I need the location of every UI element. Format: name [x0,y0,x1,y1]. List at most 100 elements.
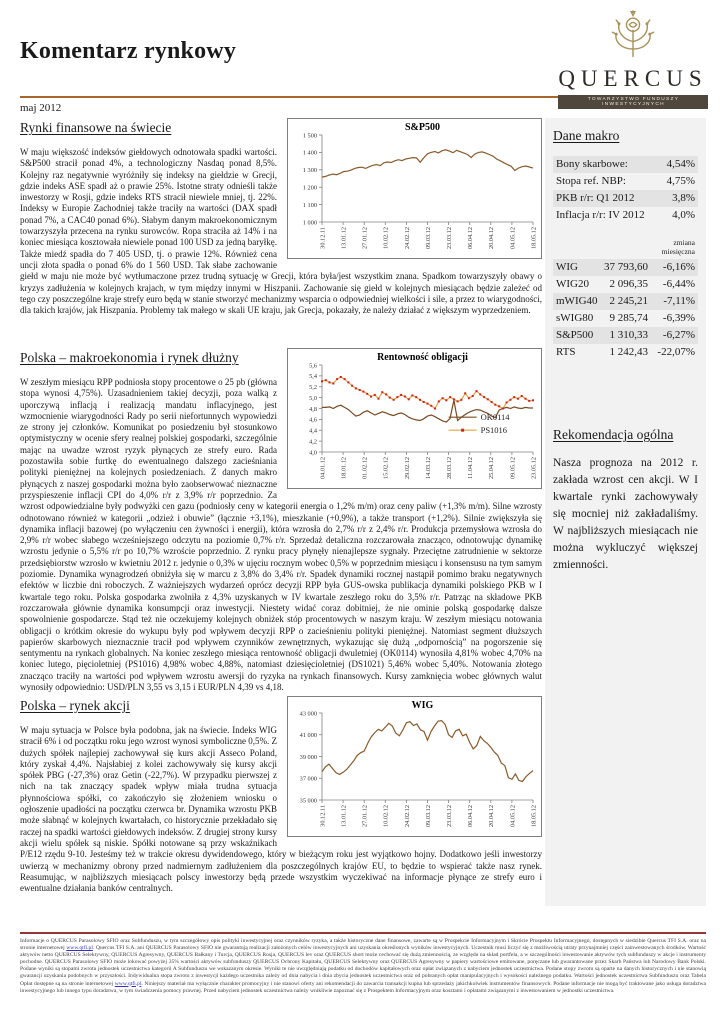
svg-text:23.03.12: 23.03.12 [446,805,453,827]
svg-text:5,2: 5,2 [309,384,317,391]
svg-text:35 000: 35 000 [300,797,317,804]
section-body: W maju sytuacja w Polsce była podobna, j… [20,725,542,894]
svg-text:4,0: 4,0 [309,449,317,456]
svg-text:24.02.12: 24.02.12 [404,227,411,249]
brand-tagline: TOWARZYSTWO FUNDUSZY INWESTYCYJNYCH [558,95,708,109]
monthly-change-header: zmiana miesięczna [661,238,695,256]
svg-text:09.03.12: 09.03.12 [425,805,432,827]
disclaimer-text: Informacje o QUERCUS Parasolowy SFIO ora… [20,938,706,994]
svg-text:1 300: 1 300 [303,167,317,174]
svg-text:S&P500: S&P500 [405,122,440,133]
svg-text:06.04.12: 06.04.12 [467,805,474,827]
section-poland-equity: WIG 35 000 37 000 39 000 41 000 43 000 30.12.1… [20,696,542,910]
svg-text:39 000: 39 000 [300,754,317,761]
svg-text:WIG: WIG [412,700,434,711]
svg-text:41 000: 41 000 [300,732,317,739]
index-row: mWIG40 2 245,21 -7,11% [553,293,698,310]
dane-makro-heading: Dane makro [553,128,620,143]
wig-chart-svg: WIG 35 000 37 000 39 000 41 000 43 000 30.12.1… [300,700,538,827]
macro-rates: Bony skarbowe: 4,54% Stopa ref. NBP: 4,75% P… [553,156,698,224]
index-row: RTS 1 242,43 -22,07% [556,346,695,358]
section-body: W zeszłym miesiącu RPP podniosła stopy p… [20,377,542,693]
svg-text:37 000: 37 000 [300,776,317,783]
svg-text:PS1016: PS1016 [481,425,507,435]
svg-text:28.03.12: 28.03.12 [446,457,453,479]
svg-text:29.02.12: 29.02.12 [404,457,411,479]
index-table: WIG 37 793,60 -6,16% WIG20 2 096,35 -6,44% mWI… [553,259,698,361]
qtfi-link[interactable]: www.qtfi.pl [114,980,142,987]
svg-text:10.02.12: 10.02.12 [383,227,390,249]
svg-text:18.05.12: 18.05.12 [530,805,537,827]
svg-text:27.01.12: 27.01.12 [362,805,369,827]
svg-text:4,4: 4,4 [309,428,318,435]
index-row: sWIG80 9 285,74 -6,39% [556,312,695,324]
sp500-chart-svg: S&P500 1 000 1 100 1 200 1 300 1 400 1 500 30.1… [303,122,538,249]
recommendation-heading: Rekomendacja ogólna [553,427,674,442]
index-row: WIG 37 793,60 -6,16% [553,259,698,276]
section-heading: Polska – rynek akcji [20,698,130,713]
header-divider [20,96,706,98]
brand-name: QUERCUS [558,66,708,91]
svg-text:18.01.12: 18.01.12 [341,457,348,479]
svg-text:4,6: 4,6 [309,417,317,424]
svg-text:1 500: 1 500 [303,132,317,139]
section-poland-macro: Rentowność obligacji 4,0 4,2 4,4 4,6 4,8 5,0 5,… [20,348,542,696]
svg-text:5,4: 5,4 [309,373,318,380]
macro-rate-row: PKB r/r: Q1 2012 3,8% [553,190,698,207]
svg-text:20.04.12: 20.04.12 [488,227,495,249]
svg-text:18.05.12: 18.05.12 [530,227,537,249]
svg-text:25.04.12: 25.04.12 [488,457,495,479]
svg-text:23.03.12: 23.03.12 [446,227,453,249]
recommendation-block: Rekomendacja ogólna Nasza prognoza na 20… [553,427,698,574]
wig-chart: WIG 35 000 37 000 39 000 41 000 43 000 30.12.1… [287,696,542,837]
svg-text:Rentowność obligacji: Rentowność obligacji [377,352,468,363]
recommendation-body: Nasza prognoza na 2012 r. zakłada wzrost… [553,457,698,571]
svg-text:06.04.12: 06.04.12 [467,227,474,249]
macro-rate-row: Stopa ref. NBP: 4,75% [556,175,695,187]
svg-text:24.02.12: 24.02.12 [404,805,411,827]
main-column: S&P500 1 000 1 100 1 200 1 300 1 400 1 500 30.1… [20,118,542,910]
svg-text:04.01.12: 04.01.12 [319,457,326,479]
section-body: W maju większość indeksów giełdowych odn… [20,147,542,316]
svg-text:10.02.12: 10.02.12 [383,805,390,827]
section-heading: Polska – makroekonomia i rynek dłużny [20,350,239,365]
svg-text:09.05.12: 09.05.12 [509,457,516,479]
svg-text:23.05.12: 23.05.12 [530,457,537,479]
svg-text:1 400: 1 400 [303,150,317,157]
macro-rate-row: Bony skarbowe: 4,54% [553,156,698,173]
svg-text:5,0: 5,0 [309,395,317,402]
page-title: Komentarz rynkowy [20,38,237,64]
svg-text:5,6: 5,6 [309,362,317,369]
svg-text:4,2: 4,2 [309,438,317,445]
document-date: maj 2012 [20,102,62,114]
macro-rate-row: Inflacja r/r: IV 2012 4,0% [556,209,695,221]
svg-text:14.03.12: 14.03.12 [425,457,432,479]
index-row: WIG20 2 096,35 -6,44% [556,278,695,290]
svg-text:04.05.12: 04.05.12 [509,805,516,827]
sp500-chart: S&P500 1 000 1 100 1 200 1 300 1 400 1 500 30.1… [287,118,542,259]
quercus-logo: QUERCUS TOWARZYSTWO FUNDUSZY INWESTYCYJN… [558,6,708,109]
svg-text:01.02.12: 01.02.12 [362,457,369,479]
svg-text:15.02.12: 15.02.12 [383,457,390,479]
svg-text:11.04.12: 11.04.12 [467,457,474,479]
qtfi-link[interactable]: www.qtfi.pl [66,945,93,952]
bond-yield-chart: Rentowność obligacji 4,0 4,2 4,4 4,6 4,8 5,0 5,… [287,348,542,489]
bond-yield-chart-svg: Rentowność obligacji 4,0 4,2 4,4 4,6 4,8 5,0 5,… [309,352,537,479]
svg-text:1 200: 1 200 [303,185,317,192]
svg-text:20.04.12: 20.04.12 [488,805,495,827]
svg-text:27.01.12: 27.01.12 [362,227,369,249]
macro-sidebar: Dane makro Bony skarbowe: 4,54% Stopa ref.… [545,118,706,906]
svg-text:09.03.12: 09.03.12 [425,227,432,249]
index-row: S&P500 1 310,33 -6,27% [553,327,698,344]
svg-text:30.12.11: 30.12.11 [319,805,326,827]
legal-footer: Informacje o QUERCUS Parasolowy SFIO ora… [20,932,706,995]
svg-text:43 000: 43 000 [300,710,317,717]
svg-text:OK0114: OK0114 [481,412,511,422]
section-heading: Rynki finansowe na świecie [20,120,172,135]
svg-text:1 100: 1 100 [303,202,317,209]
svg-text:1 000: 1 000 [303,219,317,226]
svg-text:13.01.12: 13.01.12 [341,805,348,827]
svg-text:4,8: 4,8 [309,406,317,413]
oak-tree-emblem-icon [611,10,655,58]
